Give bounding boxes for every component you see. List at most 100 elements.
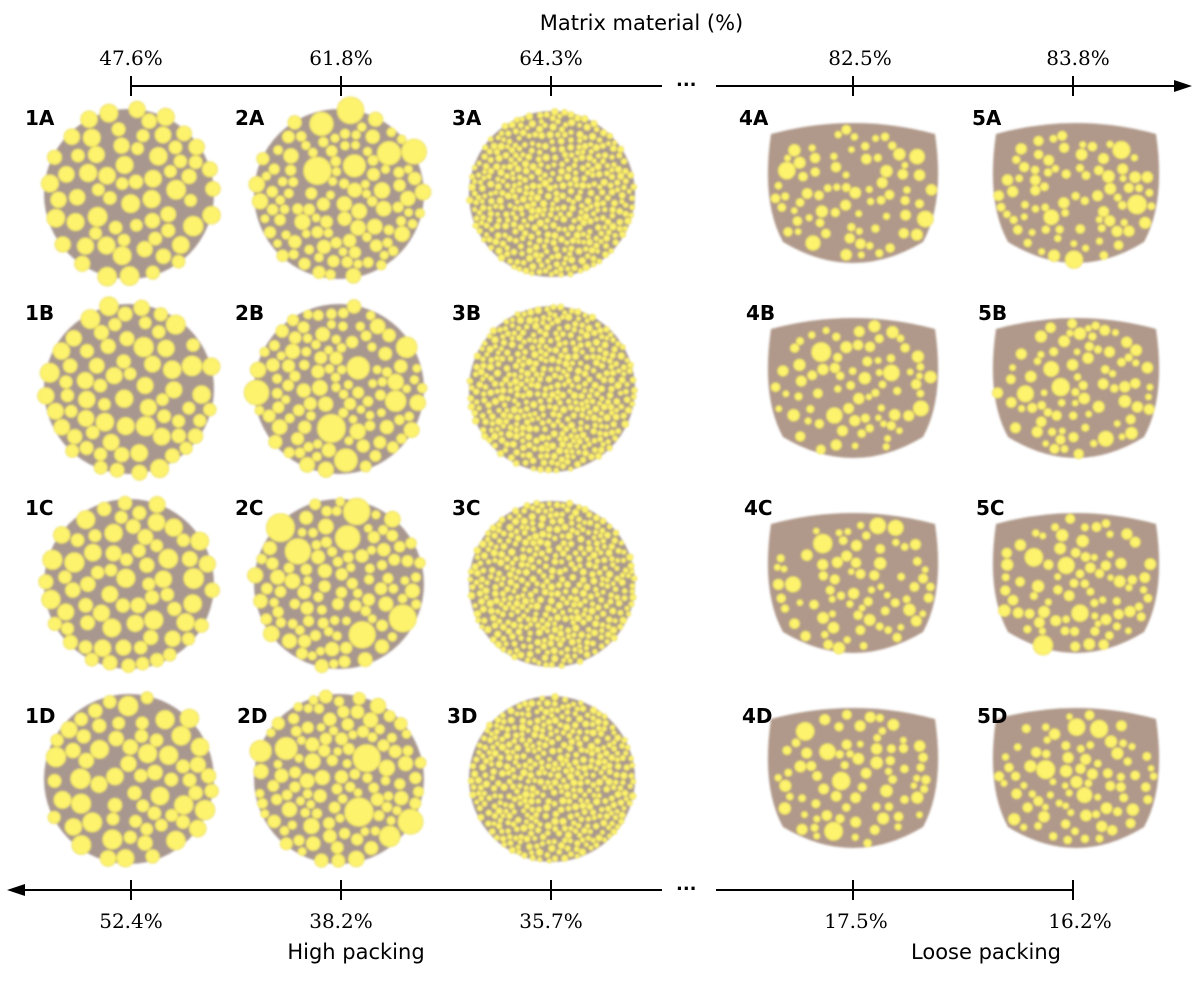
particle — [1001, 573, 1010, 582]
particle — [1067, 318, 1078, 329]
particle — [1130, 770, 1141, 781]
particle — [544, 649, 551, 656]
particle — [302, 789, 313, 799]
particle — [482, 383, 489, 390]
particle — [497, 449, 505, 457]
particle — [1093, 759, 1102, 768]
particle — [1080, 523, 1090, 532]
particle — [581, 550, 587, 557]
particle — [560, 215, 568, 223]
particle — [249, 739, 272, 763]
particle — [557, 841, 566, 850]
particle — [901, 161, 909, 169]
particle — [549, 518, 556, 525]
particle — [488, 427, 495, 433]
particle — [601, 556, 608, 564]
particle — [835, 814, 845, 824]
particle — [1119, 793, 1129, 803]
particle — [586, 539, 592, 546]
particle — [281, 359, 296, 373]
particle — [558, 624, 564, 630]
particle — [843, 636, 851, 644]
particle — [505, 430, 514, 439]
particle — [1017, 404, 1026, 413]
particle — [614, 165, 623, 173]
particle — [630, 778, 637, 785]
particle — [552, 245, 560, 253]
particle — [308, 695, 319, 706]
particle — [1115, 782, 1126, 793]
particle — [548, 844, 556, 853]
particle — [581, 115, 589, 123]
particle — [567, 838, 574, 844]
particle — [295, 647, 308, 660]
particle — [165, 808, 179, 822]
particle — [1083, 638, 1096, 651]
particle — [504, 748, 511, 755]
particle — [117, 695, 139, 717]
particle — [342, 233, 357, 248]
particle — [582, 134, 588, 141]
particle — [47, 616, 63, 631]
particle — [562, 360, 570, 368]
particle — [1119, 174, 1127, 183]
particle — [629, 588, 635, 595]
particle — [150, 458, 170, 478]
particle — [593, 540, 601, 547]
particle — [494, 716, 502, 724]
particle — [309, 498, 322, 511]
particle — [84, 652, 99, 667]
particle — [518, 833, 525, 840]
particle — [823, 184, 832, 193]
particle — [597, 327, 604, 334]
particle — [486, 173, 492, 180]
particle — [579, 431, 587, 439]
particle — [586, 154, 593, 162]
particle — [602, 349, 609, 357]
particle — [568, 466, 574, 472]
particle — [801, 747, 813, 759]
particle — [289, 766, 302, 779]
particle — [886, 353, 896, 363]
particle — [260, 582, 273, 595]
particle — [565, 313, 573, 321]
particle — [253, 763, 269, 780]
particle — [106, 812, 120, 826]
particle — [147, 513, 166, 532]
particle — [498, 581, 505, 587]
particle — [1058, 142, 1070, 154]
particle — [529, 163, 537, 171]
particle — [509, 633, 516, 640]
particle — [535, 125, 544, 133]
particle — [410, 572, 421, 583]
particle — [512, 160, 518, 167]
particle — [609, 561, 616, 568]
particle — [507, 839, 514, 847]
particle — [543, 661, 549, 668]
particle — [343, 397, 357, 411]
particle — [515, 844, 521, 850]
particle — [548, 366, 554, 373]
particle — [472, 206, 478, 213]
particle — [1087, 141, 1098, 152]
particle — [902, 595, 911, 604]
particle — [1038, 810, 1050, 823]
particle — [557, 517, 565, 525]
particle — [520, 517, 529, 525]
particle — [311, 451, 322, 462]
particle — [559, 550, 567, 557]
particle — [539, 840, 546, 847]
particle — [877, 404, 886, 412]
particle — [511, 653, 518, 661]
particle — [570, 787, 577, 793]
particle — [400, 576, 410, 586]
particle — [587, 828, 593, 835]
particle — [533, 545, 540, 552]
particle — [784, 576, 802, 593]
particle — [104, 523, 123, 543]
particle — [468, 384, 475, 391]
particle — [911, 791, 924, 804]
particle — [792, 216, 803, 227]
particle — [614, 734, 622, 742]
particle — [521, 613, 527, 619]
